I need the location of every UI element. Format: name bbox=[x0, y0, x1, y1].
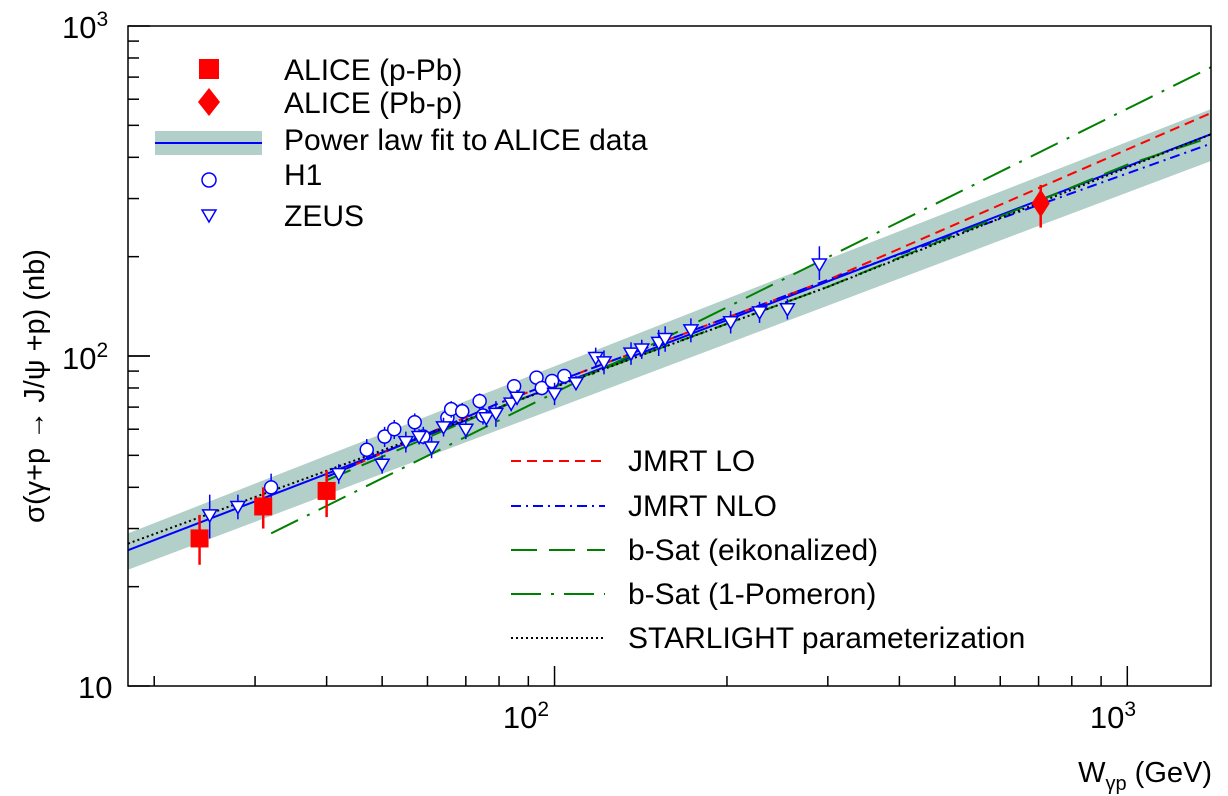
legend-item-bsat-eikonalized: b-Sat (eikonalized) bbox=[511, 534, 878, 567]
y-tick-label-1000: 103 bbox=[62, 8, 108, 45]
y-tick-label-10: 10 bbox=[78, 670, 112, 705]
starlight-parameterization-curve bbox=[128, 133, 1211, 545]
h1-point bbox=[387, 421, 402, 437]
legend-label: H1 bbox=[284, 159, 322, 192]
h1-point bbox=[359, 442, 374, 457]
y-tick-label-100: 102 bbox=[62, 339, 108, 376]
zeus-point bbox=[722, 315, 739, 331]
legend-bottom: JMRT LO JMRT NLO b-Sat (eikonalized) b-S… bbox=[511, 445, 1025, 655]
zeus-point bbox=[330, 467, 348, 483]
legend-label: b-Sat (1-Pomeron) bbox=[628, 578, 876, 611]
legend-label: ZEUS bbox=[284, 200, 364, 233]
y-axis-title: σ(γ+p → J/ψ +p) (nb) bbox=[19, 249, 51, 523]
legend-item-alice-pbp: ALICE (Pb-p) bbox=[198, 87, 462, 120]
b-sat-1-pomeron-curve bbox=[270, 66, 1211, 535]
legend-label: JMRT NLO bbox=[628, 490, 777, 523]
axis-ticks bbox=[128, 25, 1129, 687]
legend-label: ALICE (p-Pb) bbox=[284, 54, 462, 87]
zeus-point bbox=[373, 458, 391, 473]
zeus-point bbox=[656, 332, 674, 347]
zeus-point bbox=[508, 391, 526, 406]
zeus-point bbox=[423, 441, 440, 456]
point-layer bbox=[190, 184, 1050, 565]
h1-point bbox=[377, 429, 392, 444]
zeus-point bbox=[201, 509, 219, 524]
zeus-point bbox=[477, 411, 495, 427]
jmrt-nlo-curve bbox=[326, 142, 1211, 478]
x-tick-label-100: 102 bbox=[503, 698, 549, 735]
legend-item-h1: H1 bbox=[201, 159, 322, 192]
h1-point bbox=[472, 393, 487, 409]
legend-circle-icon bbox=[201, 172, 217, 188]
legend-top: ALICE (p-Pb) ALICE (Pb-p) Power law fit … bbox=[155, 54, 648, 233]
fit-line bbox=[128, 133, 1211, 552]
legend-item-power-law-fit: Power law fit to ALICE data bbox=[155, 124, 648, 157]
zeus-point bbox=[595, 356, 613, 371]
x-tick-label-1000: 103 bbox=[1090, 698, 1136, 735]
zeus-point bbox=[397, 435, 415, 451]
legend-triangle-down-icon bbox=[200, 209, 218, 224]
alice-p-pb-point bbox=[254, 497, 273, 516]
zeus-point bbox=[622, 347, 640, 362]
legend-label: JMRT LO bbox=[628, 445, 755, 478]
legend-label: b-Sat (eikonalized) bbox=[628, 534, 878, 567]
zeus-point bbox=[410, 430, 428, 446]
h1-point bbox=[557, 368, 572, 384]
zeus-point bbox=[811, 258, 828, 273]
curve-layer bbox=[128, 66, 1211, 552]
legend-item-jmrt-nlo: JMRT NLO bbox=[511, 490, 777, 523]
zeus-point bbox=[633, 343, 651, 358]
x-axis-title: Wγp (GeV) bbox=[1078, 757, 1212, 795]
zeus-point bbox=[682, 324, 700, 339]
zeus-point bbox=[779, 303, 796, 318]
h1-point bbox=[263, 480, 279, 495]
zeus-point bbox=[546, 387, 563, 402]
zeus-point bbox=[751, 306, 768, 321]
h1-point bbox=[407, 414, 422, 430]
legend-label: Power law fit to ALICE data bbox=[284, 124, 648, 157]
zeus-point bbox=[487, 407, 505, 422]
legend-item-bsat-1-pomeron: b-Sat (1-Pomeron) bbox=[511, 578, 876, 611]
alice-pb-p-point bbox=[1031, 189, 1050, 218]
legend-square-icon bbox=[199, 59, 219, 79]
h1-point bbox=[454, 404, 470, 419]
legend-label: ALICE (Pb-p) bbox=[284, 87, 462, 120]
alice-p-pb-point bbox=[317, 481, 336, 500]
alice-p-pb-point bbox=[190, 529, 209, 548]
plot-area bbox=[128, 66, 1211, 570]
legend-item-starlight: STARLIGHT parameterization bbox=[511, 622, 1025, 655]
legend-diamond-icon bbox=[198, 88, 220, 116]
h1-point bbox=[544, 373, 560, 389]
legend-item-zeus: ZEUS bbox=[200, 200, 364, 233]
zeus-point bbox=[567, 376, 585, 392]
h1-point bbox=[506, 378, 522, 394]
legend-label: STARLIGHT parameterization bbox=[628, 622, 1025, 655]
zeus-point bbox=[457, 423, 475, 438]
legend-item-alice-ppb: ALICE (p-Pb) bbox=[199, 54, 462, 87]
legend-item-jmrt-lo: JMRT LO bbox=[511, 445, 755, 478]
zeus-point bbox=[229, 500, 247, 515]
zeus-point bbox=[435, 421, 452, 436]
